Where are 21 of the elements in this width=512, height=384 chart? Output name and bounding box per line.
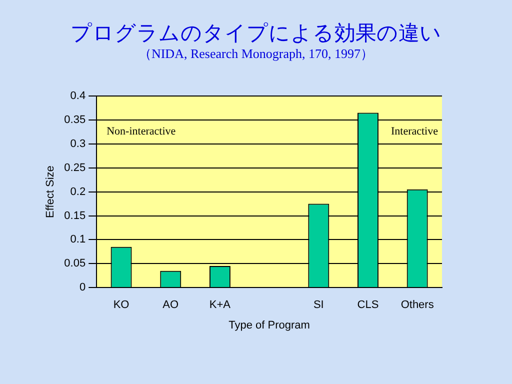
x-tick-label: K+A (209, 299, 232, 312)
y-tick-label: 0.35 (64, 114, 86, 126)
x-tick-label: SI (313, 299, 324, 312)
y-tick-label: 0.4 (70, 90, 86, 102)
y-tick-label: 0.3 (70, 138, 86, 150)
chart-title: プログラムのタイプによる効果の違い (70, 20, 442, 46)
x-tick-label: KO (113, 299, 130, 312)
x-tick-label: AO (162, 299, 180, 312)
y-tick-label: 0.1 (70, 234, 86, 246)
y-tick-label: 0.2 (70, 186, 86, 198)
x-tick-label: Others (400, 299, 434, 312)
annotation: Non-interactive (106, 125, 176, 138)
annotation: Interactive (390, 125, 438, 138)
x-tick-label: CLS (357, 299, 379, 312)
y-axis-title: Effect Size (44, 166, 57, 218)
chart-subtitle: （NIDA, Research Monograph, 170, 1997） (137, 46, 375, 62)
y-tick-label: 0.25 (64, 162, 86, 174)
y-tick-label: 0.05 (64, 258, 86, 270)
y-tick-label: 0 (79, 282, 86, 294)
y-tick-label: 0.15 (64, 210, 86, 222)
x-axis-title: Type of Program (228, 319, 310, 332)
